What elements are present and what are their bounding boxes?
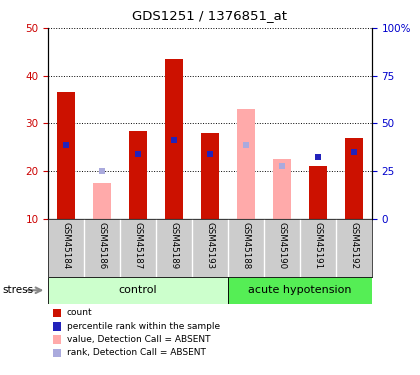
Text: GSM45184: GSM45184: [62, 222, 71, 269]
Text: acute hypotension: acute hypotension: [248, 285, 352, 295]
Bar: [309, 166, 327, 219]
Bar: [228, 277, 372, 304]
Bar: [207, 151, 213, 157]
Text: percentile rank within the sample: percentile rank within the sample: [67, 321, 220, 330]
Text: stress: stress: [2, 285, 33, 295]
Text: GSM45189: GSM45189: [170, 222, 178, 268]
Text: GSM45190: GSM45190: [277, 222, 286, 268]
Bar: [165, 59, 183, 219]
Bar: [237, 109, 255, 219]
Text: GSM45188: GSM45188: [241, 222, 250, 269]
Bar: [345, 138, 363, 219]
Bar: [93, 183, 111, 219]
Text: GSM45192: GSM45192: [349, 222, 358, 268]
Bar: [243, 142, 249, 148]
Bar: [201, 133, 219, 219]
Bar: [135, 151, 141, 157]
Text: count: count: [67, 308, 92, 317]
Text: GSM45191: GSM45191: [313, 222, 322, 268]
Bar: [273, 159, 291, 219]
Text: control: control: [119, 285, 158, 295]
Bar: [48, 277, 228, 304]
Bar: [315, 154, 321, 160]
Text: value, Detection Call = ABSENT: value, Detection Call = ABSENT: [67, 334, 210, 344]
Text: rank, Detection Call = ABSENT: rank, Detection Call = ABSENT: [67, 348, 206, 357]
Text: GDS1251 / 1376851_at: GDS1251 / 1376851_at: [132, 9, 288, 22]
Bar: [171, 137, 177, 143]
Bar: [279, 163, 285, 170]
Bar: [129, 130, 147, 219]
Bar: [57, 92, 75, 219]
Bar: [351, 149, 357, 155]
Text: GSM45186: GSM45186: [98, 222, 107, 269]
Text: GSM45187: GSM45187: [134, 222, 143, 269]
Bar: [63, 142, 69, 148]
Text: GSM45193: GSM45193: [205, 222, 215, 268]
Bar: [99, 168, 105, 174]
